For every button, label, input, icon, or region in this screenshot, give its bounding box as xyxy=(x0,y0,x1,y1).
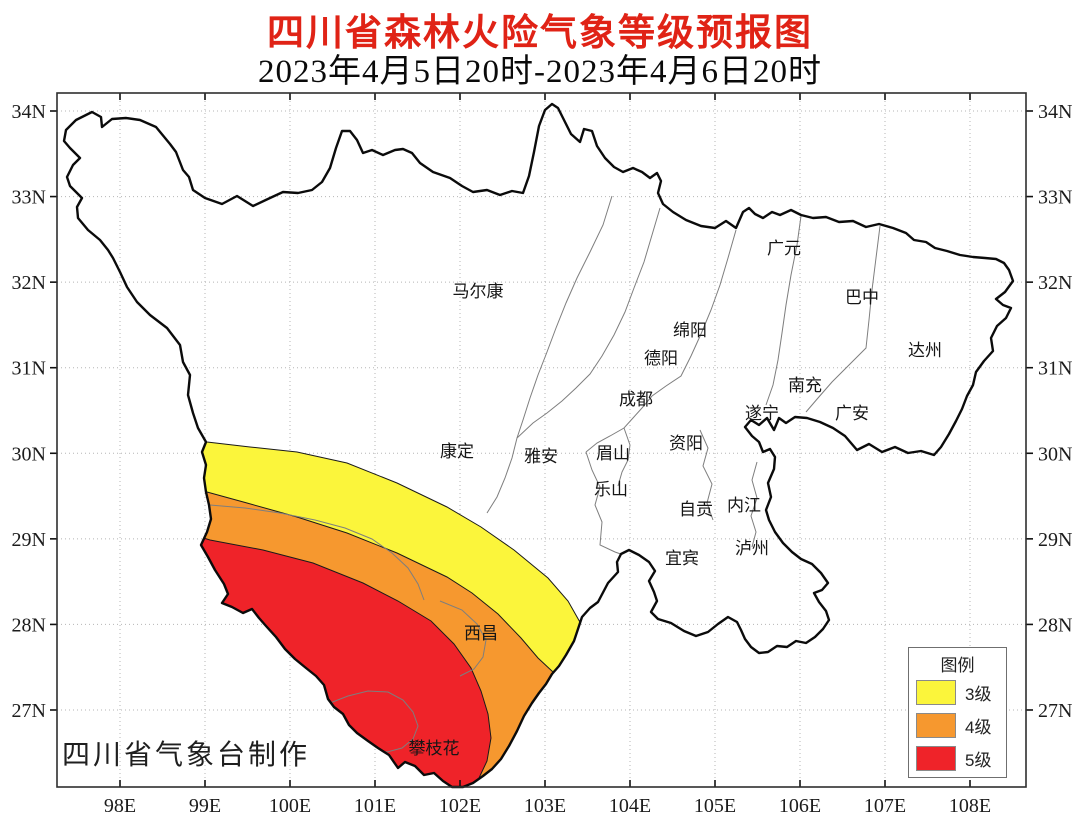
credit-text: 四川省气象台制作 xyxy=(62,740,311,771)
lon-label-103E: 103E xyxy=(524,795,566,817)
city-label-西昌: 西昌 xyxy=(464,624,498,643)
city-label-广元: 广元 xyxy=(767,239,801,258)
city-label-乐山: 乐山 xyxy=(594,480,628,499)
lat-label-left-32N: 32N xyxy=(12,272,46,294)
legend-label-5级: 5级 xyxy=(965,751,992,770)
city-label-达州: 达州 xyxy=(908,341,942,360)
city-label-康定: 康定 xyxy=(440,442,474,461)
city-label-资阳: 资阳 xyxy=(669,434,703,453)
legend-item-4级: 4级 xyxy=(909,709,1006,742)
legend-label-4级: 4级 xyxy=(965,718,992,737)
legend-title: 图例 xyxy=(940,656,975,675)
legend-swatch-4级 xyxy=(916,713,956,738)
lon-label-102E: 102E xyxy=(439,795,481,817)
lon-label-107E: 107E xyxy=(864,795,906,817)
lat-label-right-33N: 33N xyxy=(1038,187,1072,209)
legend-item-5级: 5级 xyxy=(909,742,1006,775)
axis-layer: 98E 99E 100E 101E 102E 103E 104E 105E 106E 107E 10… xyxy=(12,93,1072,817)
lat-label-right-30N: 30N xyxy=(1038,443,1072,465)
lon-label-108E: 108E xyxy=(949,795,991,817)
plot-frame xyxy=(56,92,1027,788)
legend-box: 图例 3级 4级 5级 xyxy=(908,647,1007,778)
page-subtitle: 2023年4月5日20时-2023年4月6日20时 xyxy=(258,54,822,90)
lon-label-100E: 100E xyxy=(269,795,311,817)
lon-label-106E: 106E xyxy=(779,795,821,817)
lon-label-98E: 98E xyxy=(104,795,136,817)
lat-label-left-29N: 29N xyxy=(12,529,46,551)
city-label-内江: 内江 xyxy=(727,496,761,515)
city-label-雅安: 雅安 xyxy=(524,447,558,466)
lat-label-left-27N: 27N xyxy=(12,700,46,722)
city-label-巴中: 巴中 xyxy=(845,288,879,307)
lat-label-right-32N: 32N xyxy=(1038,272,1072,294)
legend-swatch-3级 xyxy=(916,680,956,705)
city-label-广安: 广安 xyxy=(835,404,869,423)
district-borders xyxy=(209,195,881,753)
city-label-遂宁: 遂宁 xyxy=(745,404,779,423)
legend-items: 3级 4级 5级 xyxy=(909,676,1006,775)
city-label-宜宾: 宜宾 xyxy=(665,549,699,568)
city-label-马尔康: 马尔康 xyxy=(453,282,504,301)
lat-label-right-27N: 27N xyxy=(1038,700,1072,722)
city-label-自贡: 自贡 xyxy=(679,500,713,519)
lon-label-105E: 105E xyxy=(694,795,736,817)
city-label-眉山: 眉山 xyxy=(596,444,630,463)
lat-label-right-34N: 34N xyxy=(1038,101,1072,123)
city-label-绵阳: 绵阳 xyxy=(673,321,707,340)
lat-label-left-28N: 28N xyxy=(12,614,46,636)
legend-label-3级: 3级 xyxy=(965,685,992,704)
city-label-南充: 南充 xyxy=(788,376,822,395)
lat-label-right-28N: 28N xyxy=(1038,614,1072,636)
legend-item-3级: 3级 xyxy=(909,676,1006,709)
province-boundary xyxy=(62,102,1015,789)
lon-label-99E: 99E xyxy=(189,795,221,817)
city-label-德阳: 德阳 xyxy=(644,349,678,368)
lat-label-right-31N: 31N xyxy=(1038,358,1072,380)
lat-label-left-34N: 34N xyxy=(12,101,46,123)
lat-label-left-33N: 33N xyxy=(12,187,46,209)
lat-label-left-31N: 31N xyxy=(12,358,46,380)
page-title: 四川省森林火险气象等级预报图 xyxy=(267,13,813,54)
lat-label-right-29N: 29N xyxy=(1038,529,1072,551)
lon-label-101E: 101E xyxy=(354,795,396,817)
lat-label-left-30N: 30N xyxy=(12,443,46,465)
legend-swatch-5级 xyxy=(916,746,956,771)
city-label-攀枝花: 攀枝花 xyxy=(409,739,460,758)
city-label-泸州: 泸州 xyxy=(735,539,769,558)
city-label-成都: 成都 xyxy=(619,390,653,409)
lon-label-104E: 104E xyxy=(609,795,651,817)
